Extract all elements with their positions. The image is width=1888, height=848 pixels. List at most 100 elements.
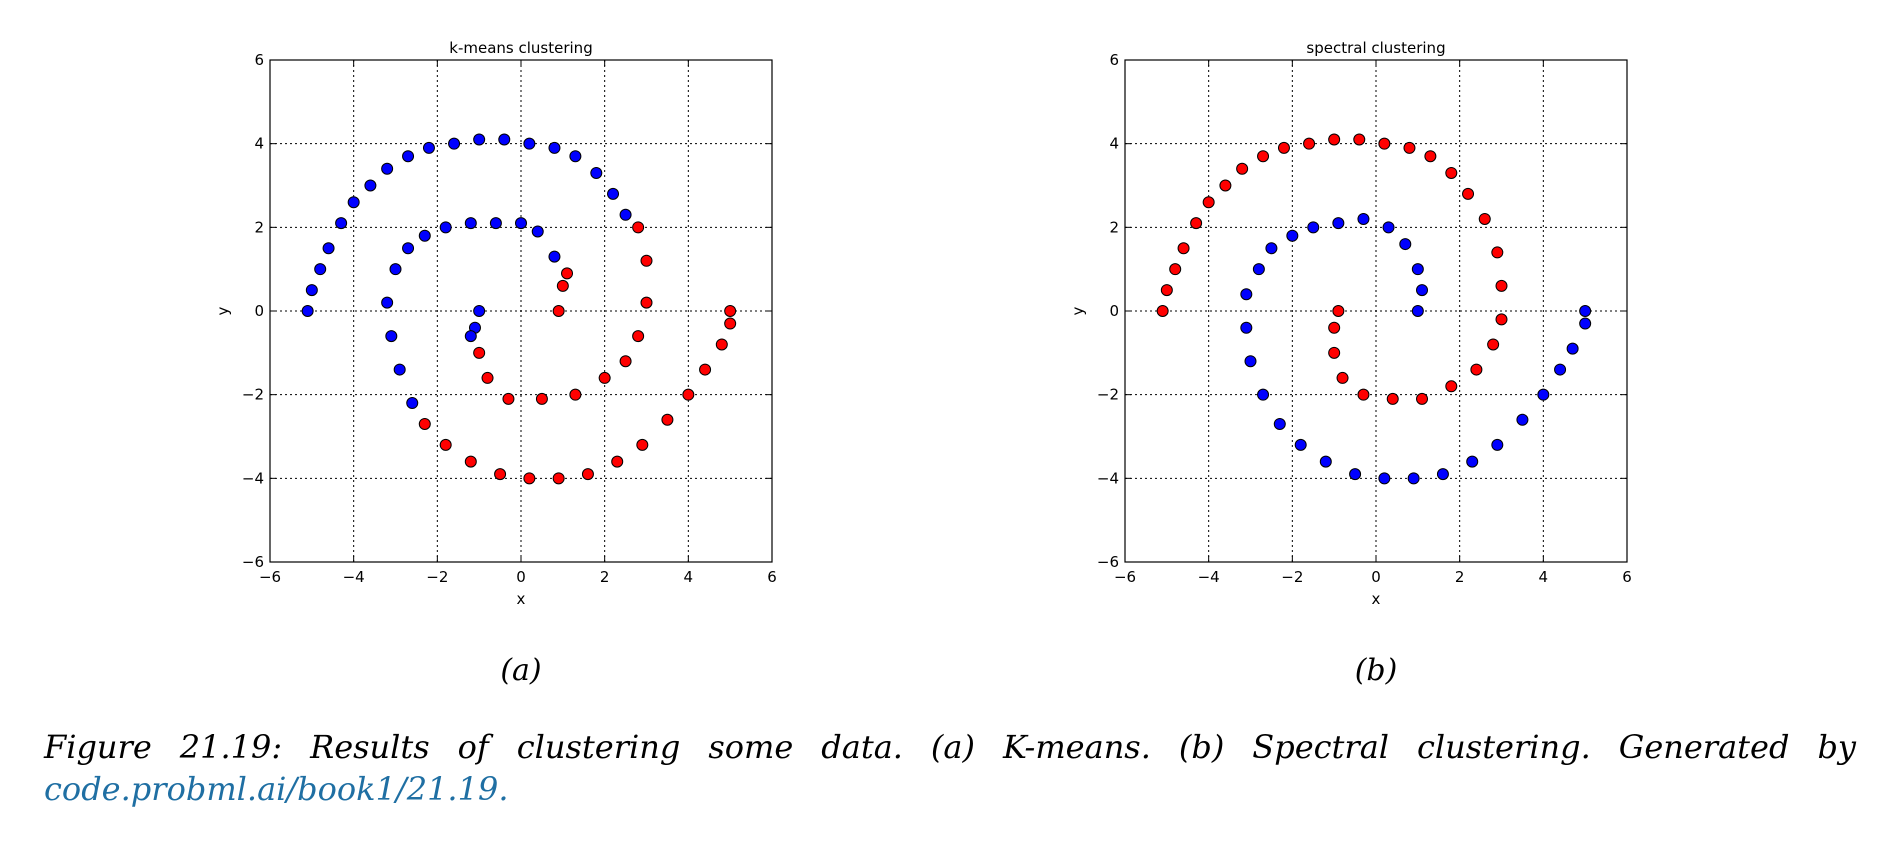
scatter-point <box>301 305 314 317</box>
scatter-point <box>1202 196 1215 209</box>
scatter-point <box>1169 263 1182 276</box>
x-tick-label: −6 <box>1114 568 1136 586</box>
scatter-point <box>531 225 544 238</box>
scatter-point <box>393 363 406 376</box>
y-tick-label: −2 <box>242 386 264 404</box>
scatter-point <box>1219 179 1232 192</box>
scatter-point <box>1411 305 1424 317</box>
scatter-point <box>1579 317 1592 330</box>
x-tick-label: 4 <box>684 568 694 586</box>
caption-link[interactable]: code.probml.ai/book1/21.19 <box>44 770 499 808</box>
scatter-point <box>418 417 431 430</box>
y-tick-label: −2 <box>1097 386 1119 404</box>
x-axis-label: x <box>517 590 526 608</box>
scatter-point <box>569 388 582 401</box>
chart-panel-kmeans: −6 −4 −2 0 2 4 6 −6 −4 −2 0 2 4 6 k-means clustering x y <box>214 39 777 608</box>
y-tick-label: 4 <box>1109 135 1119 153</box>
scatter-point <box>1265 242 1278 255</box>
scatter-point <box>1462 187 1475 200</box>
scatter-point <box>1378 137 1391 150</box>
scatter-point <box>1257 388 1270 401</box>
x-tick-label: −6 <box>259 568 281 586</box>
scatter-point <box>619 355 632 368</box>
scatter-point <box>1336 371 1349 384</box>
scatter-point <box>724 305 737 317</box>
y-axis-label: y <box>1069 306 1087 315</box>
scatter-point <box>1566 342 1579 355</box>
scatter-point <box>1277 141 1290 154</box>
x-tick-label: 6 <box>767 568 777 586</box>
scatter-point <box>607 187 620 200</box>
scatter-point <box>1319 455 1332 468</box>
scatter-point <box>569 150 582 163</box>
scatter-point <box>385 330 398 343</box>
scatter-point <box>381 296 394 309</box>
scatter-point <box>1303 137 1316 150</box>
scatter-point <box>1357 212 1370 225</box>
scatter-point <box>1252 263 1265 276</box>
scatter-point <box>1491 246 1504 259</box>
scatter-point <box>581 468 594 481</box>
scatter-point <box>1307 221 1320 234</box>
scatter-point <box>552 472 565 485</box>
y-tick-label: −4 <box>242 469 264 487</box>
scatter-point <box>1416 392 1429 405</box>
scatter-point <box>636 438 649 451</box>
scatter-point <box>1349 468 1362 481</box>
scatter-point <box>1382 221 1395 234</box>
scatter-point <box>402 150 415 163</box>
scatter-point <box>1244 355 1257 368</box>
y-tick-label: 4 <box>254 135 264 153</box>
scatter-point <box>1487 338 1500 351</box>
scatter-point <box>1257 150 1270 163</box>
scatter-point <box>1416 284 1429 297</box>
scatter-point <box>1554 363 1567 376</box>
scatter-point <box>464 330 477 343</box>
scatter-point <box>494 468 507 481</box>
figure-caption: Figure 21.19: Results of clustering some… <box>44 728 1856 766</box>
scatter-point <box>535 392 548 405</box>
scatter-point <box>661 413 674 426</box>
scatter-point <box>1240 288 1253 301</box>
scatter-point <box>402 242 415 255</box>
scatter-point <box>590 166 603 179</box>
scatter-point <box>422 141 435 154</box>
scatter-point <box>1353 133 1366 146</box>
scatter-point <box>364 179 377 192</box>
scatter-point <box>347 196 360 209</box>
scatter-point <box>481 371 494 384</box>
scatter-point <box>598 371 611 384</box>
scatter-point <box>1357 388 1370 401</box>
scatter-point <box>640 254 653 267</box>
scatter-point <box>464 455 477 468</box>
scatter-point <box>1491 438 1504 451</box>
scatter-point <box>489 217 502 230</box>
scatter-point <box>699 363 712 376</box>
x-tick-label: 2 <box>600 568 610 586</box>
scatter-point <box>1424 150 1437 163</box>
scatter-point <box>1236 162 1249 175</box>
x-tick-label: 2 <box>1455 568 1465 586</box>
x-tick-label: 6 <box>1622 568 1632 586</box>
scatter-point <box>305 284 318 297</box>
y-tick-label: 0 <box>254 302 264 320</box>
scatter-point <box>1445 380 1458 393</box>
scatter-point <box>1537 388 1550 401</box>
scatter-point <box>1328 346 1341 359</box>
scatter-point <box>632 221 645 234</box>
y-tick-label: 2 <box>1109 218 1119 236</box>
caption-period: . <box>498 770 509 808</box>
x-tick-label: −2 <box>426 568 448 586</box>
scatter-point <box>1332 217 1345 230</box>
y-tick-label: −6 <box>1097 553 1119 571</box>
y-tick-label: 6 <box>254 51 264 69</box>
scatter-point <box>1273 417 1286 430</box>
scatter-point <box>523 137 536 150</box>
scatter-point <box>1332 305 1345 317</box>
scatter-point <box>381 162 394 175</box>
scatter-point <box>515 217 527 230</box>
x-tick-label: −4 <box>343 568 365 586</box>
scatter-point <box>640 296 653 309</box>
scatter-point <box>1328 321 1341 334</box>
